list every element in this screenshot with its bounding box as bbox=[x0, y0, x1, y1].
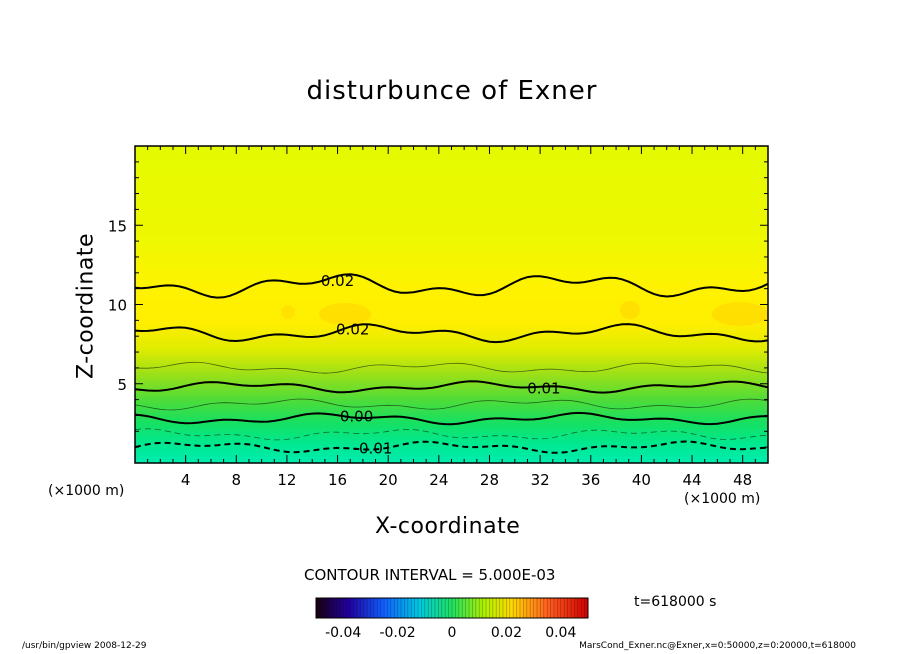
footer-left: /usr/bin/gpview 2008-12-29 bbox=[22, 641, 147, 651]
x-tick-label: 40 bbox=[632, 471, 651, 489]
contour-line bbox=[135, 428, 768, 441]
contour-interval-label: CONTOUR INTERVAL = 5.000E-03 bbox=[304, 566, 556, 584]
warm-blob bbox=[319, 303, 371, 325]
x-tick-label: 8 bbox=[232, 471, 242, 489]
warm-blob bbox=[281, 305, 295, 319]
chart-title: disturbunce of Exner bbox=[306, 76, 598, 106]
x-tick-label: 32 bbox=[531, 471, 550, 489]
colorbar-tick-label: 0.04 bbox=[545, 625, 576, 641]
x-tick-label: 36 bbox=[581, 471, 600, 489]
colorbar-tick-label: -0.04 bbox=[325, 625, 361, 641]
contour-line bbox=[135, 273, 768, 299]
y-tick-label: 15 bbox=[108, 217, 127, 235]
contour-line bbox=[135, 398, 768, 411]
contour-label: -0.01 bbox=[354, 439, 393, 457]
x-tick-label: 16 bbox=[328, 471, 347, 489]
colorbar-tick-label: -0.02 bbox=[379, 625, 415, 641]
colorbar bbox=[315, 597, 589, 619]
contour-line bbox=[135, 361, 768, 374]
contour-line bbox=[135, 440, 768, 454]
x-tick-label: 44 bbox=[682, 471, 701, 489]
warm-blob bbox=[712, 302, 768, 326]
contour-label: 0.02 bbox=[336, 321, 369, 339]
colorbar-tick-label: 0.02 bbox=[491, 625, 522, 641]
colorbar-tick-label: 0 bbox=[448, 625, 457, 641]
plot-area-fill bbox=[135, 146, 768, 463]
x-unit-right: (×1000 m) bbox=[684, 491, 761, 507]
x-unit-left: (×1000 m) bbox=[48, 483, 125, 499]
x-tick-label: 12 bbox=[277, 471, 296, 489]
warm-blob bbox=[620, 301, 640, 319]
y-tick-label: 5 bbox=[117, 376, 127, 394]
x-axis-label: X-coordinate bbox=[375, 514, 521, 539]
x-tick-label: 24 bbox=[429, 471, 448, 489]
time-label: t=618000 s bbox=[634, 594, 717, 610]
x-tick-label: 48 bbox=[733, 471, 752, 489]
x-tick-label: 28 bbox=[480, 471, 499, 489]
contour-line bbox=[135, 380, 768, 394]
contour-label: 0.01 bbox=[527, 379, 560, 397]
y-tick-label: 10 bbox=[108, 297, 127, 315]
contour-line bbox=[135, 323, 768, 344]
x-tick-label: 4 bbox=[181, 471, 191, 489]
y-axis-label: Z-coordinate bbox=[73, 233, 99, 379]
contour-label: 0.02 bbox=[321, 272, 354, 290]
x-tick-label: 20 bbox=[379, 471, 398, 489]
footer-right: MarsCond_Exner.nc@Exner,x=0:50000,z=0:20… bbox=[579, 641, 856, 651]
contour-label: 0.00 bbox=[340, 408, 373, 426]
contour-line bbox=[135, 411, 768, 426]
